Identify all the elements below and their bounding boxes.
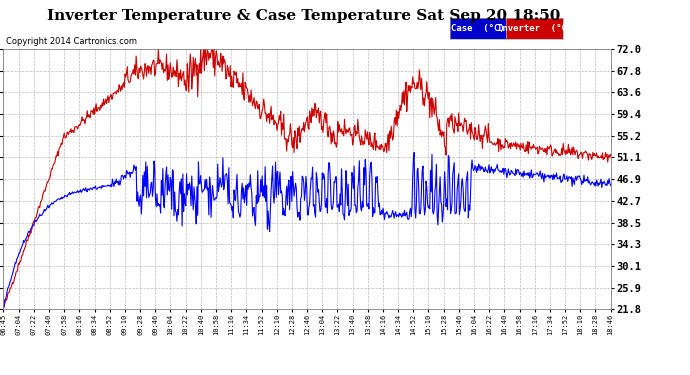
Text: Copyright 2014 Cartronics.com: Copyright 2014 Cartronics.com	[6, 38, 137, 46]
Text: Inverter  (°C): Inverter (°C)	[497, 24, 573, 33]
Text: Inverter Temperature & Case Temperature Sat Sep 20 18:50: Inverter Temperature & Case Temperature …	[47, 9, 560, 23]
Text: Case  (°C): Case (°C)	[451, 24, 505, 33]
